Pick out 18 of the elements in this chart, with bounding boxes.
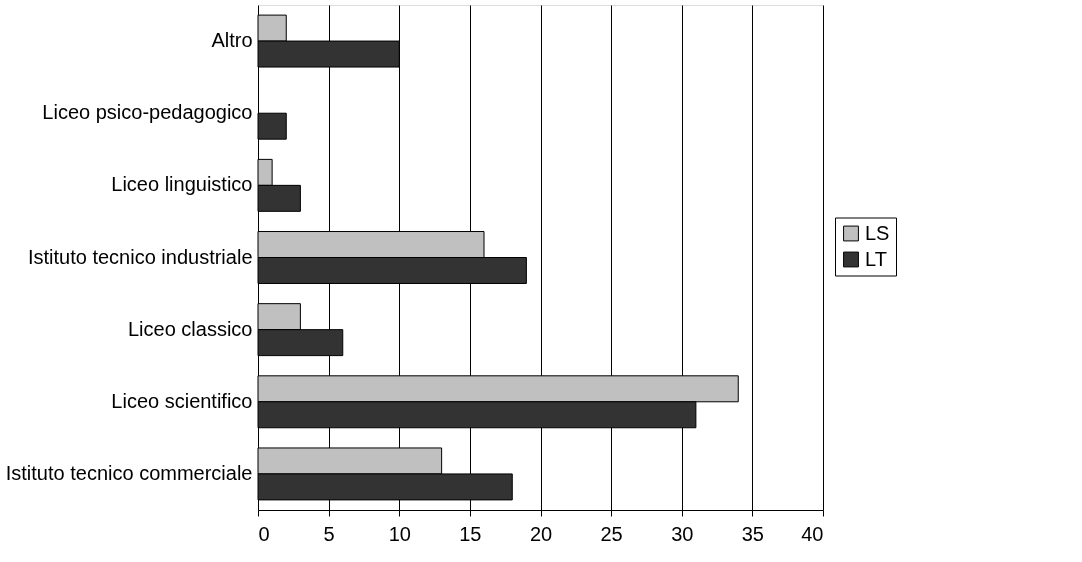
legend-label: LT (865, 247, 887, 270)
x-tick-label: 5 (323, 522, 335, 545)
y-tick-label: Liceo scientifico (111, 389, 253, 412)
y-tick-label: Liceo psico-pedagogico (42, 101, 253, 124)
x-tick-label: 0 (258, 522, 270, 545)
x-tick-label: 25 (600, 522, 623, 545)
x-tick-label: 20 (529, 522, 553, 545)
x-tick-label: 10 (388, 522, 411, 545)
x-tick-label: 40 (801, 522, 824, 545)
y-tick-label: Liceo linguistico (111, 173, 253, 196)
y-tick-label: Istituto tecnico commerciale (5, 461, 253, 484)
x-tick-label: 15 (459, 522, 482, 545)
x-tick-label: 30 (671, 522, 694, 545)
y-tick-label: Altro (211, 29, 253, 52)
y-tick-label: Liceo classico (127, 317, 253, 340)
legend-label: LS (865, 221, 890, 244)
x-tick-label: 35 (741, 522, 764, 545)
y-tick-label: Istituto tecnico industriale (27, 245, 253, 268)
